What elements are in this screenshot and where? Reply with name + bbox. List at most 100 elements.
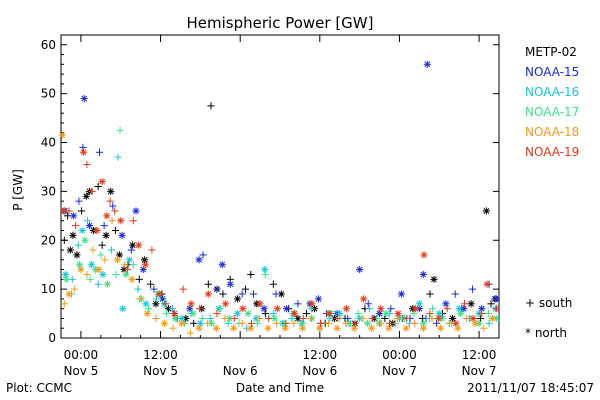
x-tick-time-label: 00:00 <box>64 348 99 362</box>
data-point-north <box>397 290 406 298</box>
data-point-south <box>443 305 451 313</box>
data-point-north <box>77 265 85 274</box>
data-points <box>58 60 500 337</box>
data-point-south <box>83 270 91 279</box>
data-point-south <box>393 314 402 323</box>
data-point-north <box>186 305 194 313</box>
data-point-north <box>423 60 431 68</box>
legend-entry: NOAA-15 <box>525 65 579 79</box>
data-point-south <box>269 280 277 288</box>
data-point-south <box>94 280 102 288</box>
data-point-north <box>419 324 427 332</box>
data-point-north <box>364 319 372 327</box>
data-point-south <box>359 314 367 323</box>
data-point-north <box>229 324 238 332</box>
data-point-south <box>109 202 117 210</box>
data-point-north <box>314 295 323 303</box>
data-point-north <box>65 290 73 298</box>
data-point-north <box>233 295 242 303</box>
data-point-north <box>430 275 438 283</box>
data-point-north <box>411 305 419 313</box>
data-point-north <box>196 319 204 327</box>
data-point-north <box>93 226 101 235</box>
data-point-north <box>291 309 299 318</box>
data-point-north <box>122 270 130 279</box>
data-point-north <box>298 324 307 332</box>
data-point-south <box>83 160 91 169</box>
data-point-south <box>492 305 500 313</box>
data-point-south <box>238 290 246 298</box>
y-tick-label: 30 <box>41 184 56 198</box>
data-point-south <box>199 251 207 259</box>
legend-entry: NOAA-19 <box>525 145 579 159</box>
data-point-south <box>95 148 104 156</box>
data-point-north <box>483 280 491 288</box>
data-point-south <box>462 314 471 323</box>
data-point-south <box>302 309 311 318</box>
data-point-south <box>334 314 342 323</box>
data-point-north <box>455 305 463 313</box>
data-point-north <box>394 309 402 318</box>
data-point-north <box>281 324 289 332</box>
data-point-south <box>127 246 135 254</box>
data-point-north <box>75 261 84 269</box>
data-point-south <box>484 309 492 318</box>
data-point-north <box>360 295 368 303</box>
data-point-north <box>456 309 465 318</box>
data-point-north <box>155 290 163 298</box>
data-point-north <box>85 221 94 230</box>
data-point-south <box>249 290 258 298</box>
data-point-north <box>132 207 140 215</box>
x-tick-date-label: Nov 7 <box>462 364 497 378</box>
data-point-south <box>269 309 277 318</box>
data-point-north <box>256 300 264 308</box>
data-point-north <box>375 309 384 318</box>
data-point-south <box>478 309 486 318</box>
data-point-south <box>107 246 116 254</box>
data-point-south <box>247 270 255 279</box>
data-point-north <box>128 275 136 283</box>
data-point-south <box>294 300 302 308</box>
x-tick-time-label: 12:00 <box>143 348 178 362</box>
data-point-south <box>299 314 307 323</box>
x-ticks: 00:00 Nov 5 12:00 Nov 5 Nov 6 12:00 Nov 6 00:00… <box>60 35 500 378</box>
x-tick-date-label: Nov 5 <box>63 364 98 378</box>
data-point-north <box>482 207 490 215</box>
data-point-north <box>415 300 423 308</box>
data-point-north <box>226 280 234 288</box>
data-point-north <box>488 314 496 323</box>
data-point-south <box>376 319 384 327</box>
data-point-south <box>273 319 281 327</box>
data-point-south <box>460 300 469 308</box>
data-point-south <box>60 300 68 308</box>
data-point-north <box>73 251 81 259</box>
data-point-north <box>350 324 358 332</box>
data-point-south <box>476 314 485 323</box>
data-point-north <box>316 324 324 332</box>
data-point-south <box>316 319 325 327</box>
data-point-north <box>273 305 281 313</box>
data-point-north <box>125 256 133 264</box>
data-point-north <box>492 295 500 303</box>
data-point-south <box>387 305 395 313</box>
data-point-north <box>233 309 242 318</box>
data-point-south <box>98 241 106 249</box>
data-point-south <box>186 329 195 337</box>
data-point-north <box>87 261 96 269</box>
data-point-north <box>333 324 341 332</box>
data-point-south <box>97 251 105 259</box>
data-point-north <box>277 290 285 298</box>
data-point-north <box>195 324 203 332</box>
data-point-south <box>135 275 143 283</box>
data-point-north <box>308 300 316 308</box>
data-point-north <box>118 231 126 239</box>
y-tick-label: 20 <box>41 233 56 247</box>
data-point-south <box>213 309 221 318</box>
data-point-south <box>290 319 298 327</box>
data-point-south <box>89 246 97 254</box>
data-point-north <box>221 300 230 308</box>
data-point-south <box>351 319 359 327</box>
data-point-north <box>143 309 151 318</box>
data-point-south <box>169 324 177 332</box>
data-point-south <box>451 290 459 298</box>
